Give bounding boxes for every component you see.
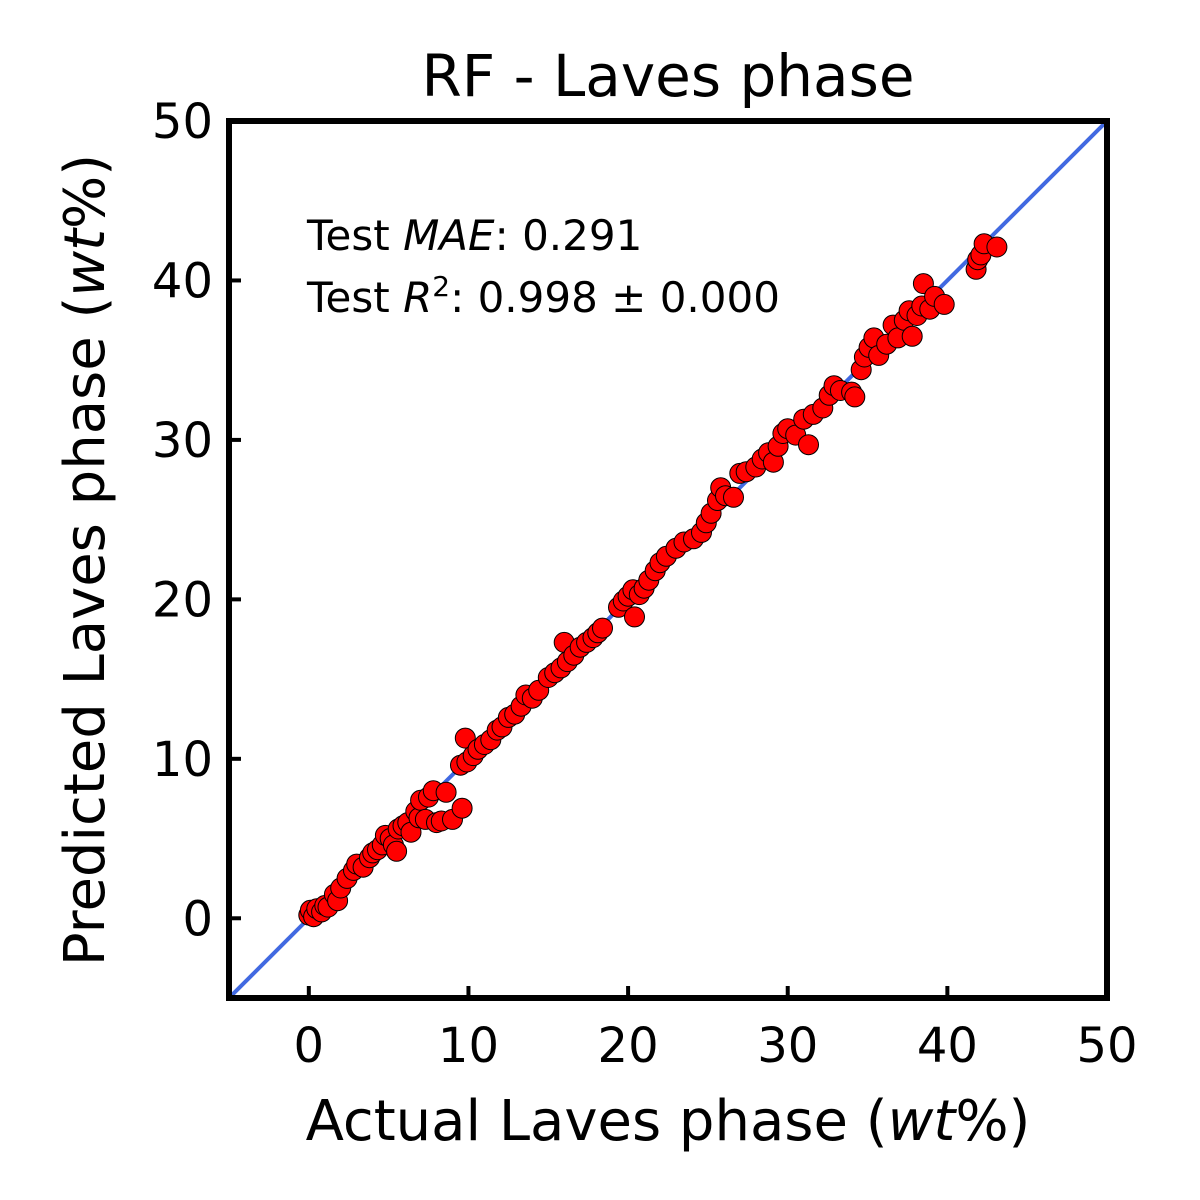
- data-point: [933, 293, 955, 315]
- r2-annotation: Test R2: 0.998 ± 0.000: [306, 270, 780, 322]
- data-point: [624, 606, 645, 628]
- y-axis-label: Predicted Laves phase (wt%): [53, 154, 118, 966]
- data-point: [901, 325, 923, 347]
- data-point: [435, 781, 457, 803]
- data-point: [386, 840, 408, 862]
- axes-frame: [226, 118, 1110, 1001]
- x-tick-label: 40: [917, 1018, 978, 1074]
- mae-annotation: Test MAE: 0.291: [306, 211, 642, 260]
- x-tick-label: 20: [598, 1018, 659, 1074]
- y-tick-label: 30: [152, 413, 213, 469]
- y-axis-ticks: 0 10 20 30 40 50: [152, 94, 241, 947]
- x-tick-label: 0: [294, 1018, 325, 1074]
- x-tick-label: 50: [1076, 1018, 1137, 1074]
- y-tick-label: 10: [152, 732, 213, 788]
- data-point: [986, 236, 1008, 258]
- chart-title: RF - Laves phase: [422, 42, 915, 110]
- x-axis-label: Actual Laves phase (wt%): [306, 1089, 1031, 1154]
- data-point: [798, 434, 819, 456]
- data-point: [451, 797, 473, 819]
- y-tick-label: 20: [152, 572, 213, 628]
- x-tick-label: 10: [438, 1018, 499, 1074]
- data-point: [592, 617, 613, 639]
- y-tick-label: 40: [152, 253, 213, 309]
- data-point: [844, 386, 866, 408]
- y-tick-label: 50: [152, 94, 213, 150]
- data-point: [723, 486, 744, 508]
- x-axis-ticks: 0 10 20 30 40 50: [294, 986, 1138, 1074]
- plot-area: [229, 121, 1107, 998]
- x-tick-label: 30: [757, 1018, 818, 1074]
- y-tick-label: 0: [182, 891, 213, 947]
- scatter-points: [298, 233, 1008, 928]
